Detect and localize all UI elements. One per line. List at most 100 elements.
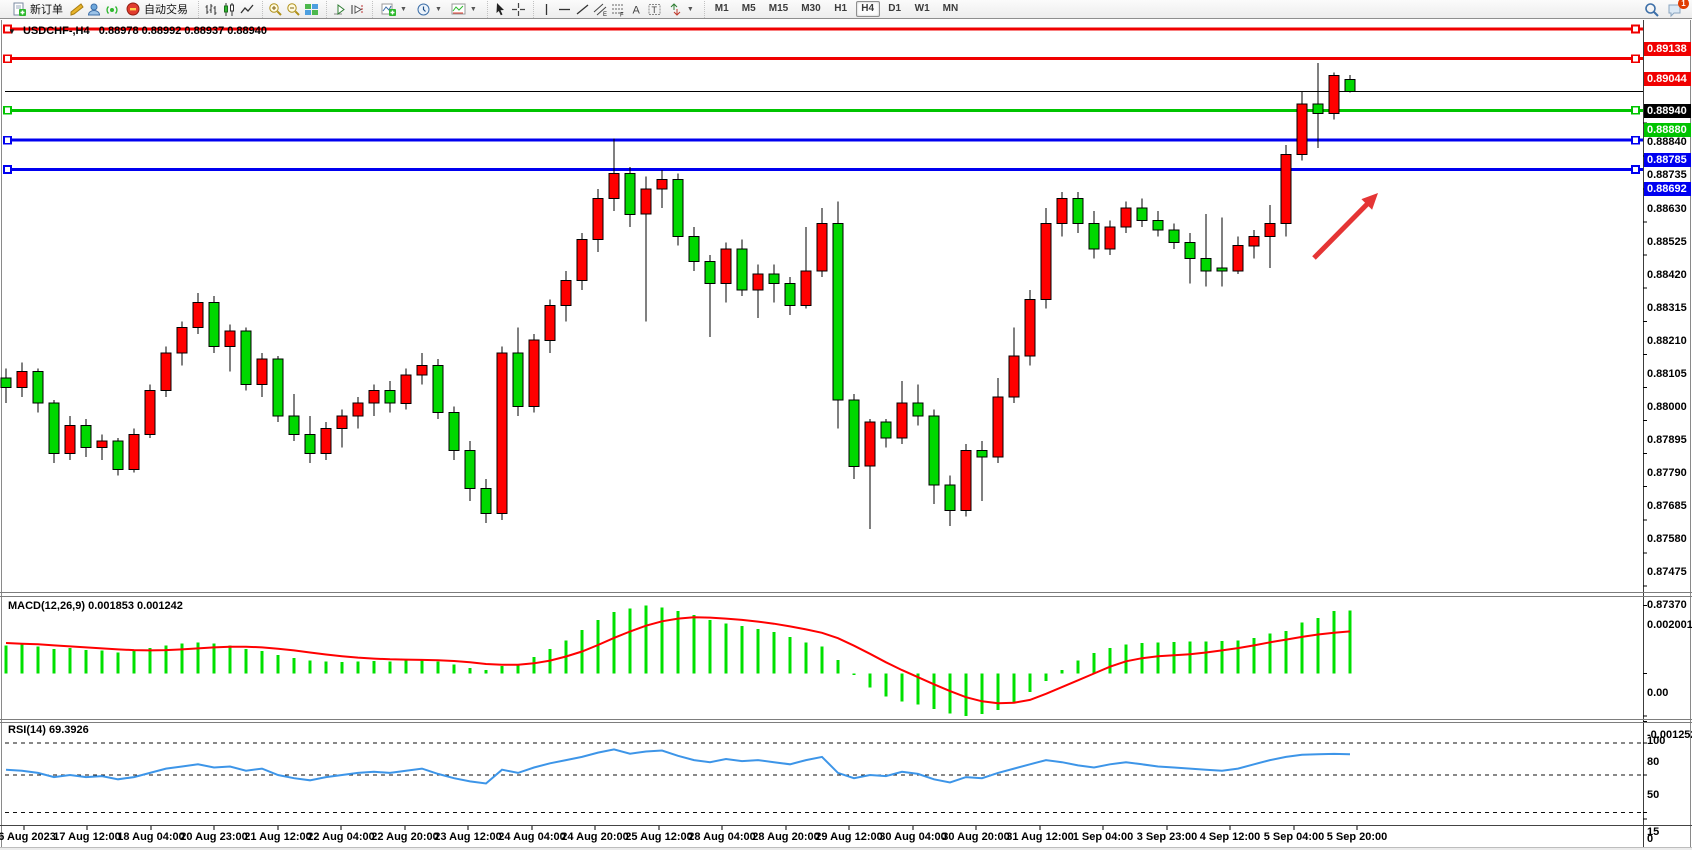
timeframe-button-m1[interactable]: M1 [714,3,729,14]
svg-text:A: A [632,4,640,16]
equidistant-channel-icon[interactable]: E [593,2,608,17]
time-axis-ticks [23,826,1358,830]
timeframe-button-d1[interactable]: D1 [888,3,902,14]
text-label-icon[interactable]: T [647,2,662,17]
metaeditor-icon[interactable] [69,2,84,17]
arrows-caret: ▼ [686,5,694,13]
hline-0.88785[interactable] [3,135,1643,145]
search-icon[interactable] [1644,2,1659,17]
timeframe-button-h1[interactable]: H1 [834,3,848,14]
cursor-arrow-icon[interactable] [493,2,508,17]
zoom-out-icon[interactable] [286,2,301,17]
timeframe-button-w1[interactable]: W1 [914,3,930,14]
candlestick-chart-icon[interactable] [222,2,237,17]
timeframe-button-m5[interactable]: M5 [741,3,756,14]
indicators-caret: ▼ [400,5,407,13]
periods-button[interactable]: ▼ [413,1,445,18]
price-axis-label: 0.88210 [1647,335,1687,347]
price-axis-label: 0.88735 [1647,169,1687,181]
hline-0.89138[interactable] [3,24,1643,34]
time-axis-label: 22 Aug 20:00 [371,831,439,843]
hline-handle-left [3,24,12,34]
svg-text:E: E [603,12,607,17]
macd-histogram [4,605,1352,716]
zoom-in-icon[interactable] [268,2,283,17]
trendline-icon[interactable] [575,2,590,17]
chart-shift-icon[interactable] [350,2,365,17]
price-axis-label: 0.88000 [1647,401,1687,413]
vertical-line-icon[interactable] [539,2,554,17]
price-axis-label: 0.88630 [1647,203,1687,215]
rsi-axis-label: 100 [1647,735,1666,747]
price-axis-label: 0.88315 [1647,302,1687,314]
svg-text:F: F [620,12,624,17]
indicators-button[interactable]: ▼ [378,1,410,18]
templates-icon [451,2,466,17]
hline-0.88692[interactable] [3,165,1643,174]
price-level-badge-red: 0.89138 [1644,42,1691,56]
templates-button[interactable]: ▼ [448,1,480,18]
tile-windows-icon[interactable] [304,2,319,17]
rsi-axis-label: 15 [1647,826,1660,838]
toolbar-group-chart-type [198,0,260,18]
price-level-badge-blue: 0.88785 [1644,153,1691,167]
periods-caret: ▼ [434,5,442,13]
window-left-border [1,20,2,850]
crosshair-icon[interactable] [511,2,526,17]
signals-icon[interactable] [105,2,120,17]
time-axis-label: 28 Aug 04:00 [688,831,756,843]
time-axis-label: 1 Sep 04:00 [1072,831,1134,843]
svg-text:T: T [651,5,657,15]
price-axis-label: 0.88420 [1647,269,1687,281]
timeframe-button-mn[interactable]: MN [942,3,959,14]
timeframe-toolbar: M1 M5 M15 M30 H1 H4 D1 W1 MN [703,0,968,18]
auto-trading-icon [126,2,141,17]
horizontal-line-icon[interactable] [557,2,572,17]
bar-chart-icon[interactable] [204,2,219,17]
rsi-panel-separator-bottom [0,722,1692,723]
hline-handle-right [1631,165,1640,174]
time-axis-label: 5 Sep 04:00 [1263,831,1325,843]
toolbar-right-icons: 1 [1644,0,1689,17]
timeframe-button-h4[interactable]: H4 [855,1,880,17]
price-axis-label: 0.87370 [1647,599,1687,611]
auto-trading-button[interactable]: 自动交易 [123,0,191,18]
macd-panel-separator-top[interactable] [0,592,1692,593]
rsi-line [5,748,1351,785]
main-toolbar: 新订单 自动交易 [0,0,1692,19]
macd-axis-label: 0.00 [1647,687,1669,699]
time-axis-label: 16 Aug 2023 [0,831,56,843]
price-axis-separator [1643,20,1644,850]
toolbar-group-objects: E F A T ▼ [532,0,702,18]
time-axis-label: 24 Aug 04:00 [498,831,566,843]
community-icon[interactable] [87,2,102,17]
chart-symbol-period: USDCHF-,H4 [22,25,90,37]
fibonacci-icon[interactable]: F [611,2,626,17]
window-right-border [1690,20,1691,850]
notifications-chat-icon[interactable]: 1 [1667,0,1689,17]
toolbar-group-cursor [486,0,531,18]
hline-handle-left [3,54,12,63]
trend-arrow-annotation[interactable] [1312,193,1378,260]
timeframe-button-m30[interactable]: M30 [801,3,821,14]
auto-scroll-icon[interactable] [332,2,347,17]
chart-title-dropdown-icon[interactable]: ▼ [8,27,16,36]
arrows-objects-button[interactable]: ▼ [665,1,697,18]
chart-title: ▼ USDCHF-,H4 0.88978 0.88992 0.88937 0.8… [8,25,267,37]
chart-canvas[interactable] [0,20,1692,850]
hline-0.8888[interactable] [3,106,1643,115]
macd-axis-label: 0.002001 [1647,619,1692,631]
time-axis-label: 4 Sep 12:00 [1199,831,1261,843]
time-axis-label: 31 Aug 12:00 [1006,831,1074,843]
line-chart-icon[interactable] [240,2,255,17]
rsi-panel-separator-top[interactable] [0,719,1692,720]
hline-handle-left [3,135,12,145]
timeframe-button-m15[interactable]: M15 [768,3,789,14]
hline-0.89044[interactable] [3,54,1643,63]
new-order-button[interactable]: 新订单 [9,0,66,18]
time-axis-label: 24 Aug 20:00 [561,831,629,843]
text-icon[interactable]: A [629,2,644,17]
time-axis-label: 3 Sep 23:00 [1136,831,1198,843]
time-axis-label: 30 Aug 04:00 [879,831,947,843]
time-axis-label: 28 Aug 20:00 [752,831,820,843]
